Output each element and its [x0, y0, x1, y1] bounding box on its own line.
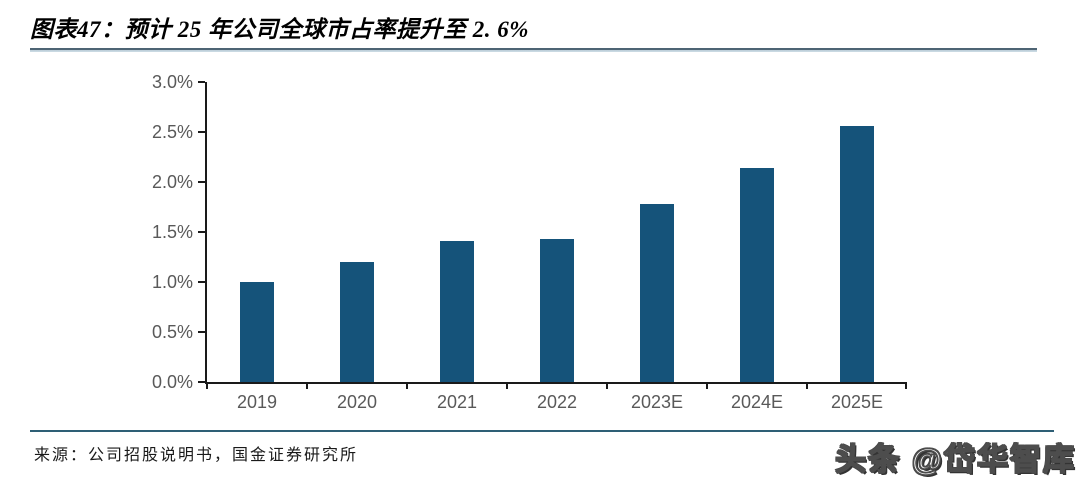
x-axis-tick — [905, 382, 907, 389]
y-axis-tick-label: 1.5% — [151, 222, 193, 242]
y-axis-tick-label: 1.0% — [151, 272, 193, 292]
y-axis-tick-label: 0.5% — [151, 322, 193, 342]
x-axis-category-label: 2020 — [336, 392, 378, 412]
footer-divider — [30, 430, 1054, 432]
x-axis-category-label: 2023E — [630, 392, 684, 412]
x-axis-category-label: 2025E — [830, 392, 884, 412]
y-axis-tick-label: 3.0% — [151, 72, 193, 92]
y-axis-tick — [198, 281, 205, 283]
y-axis-tick — [198, 181, 205, 183]
y-axis-tick — [198, 231, 205, 233]
bar-2020 — [340, 262, 374, 382]
x-axis-tick — [706, 382, 708, 389]
title-underline — [30, 48, 1037, 52]
bar-2023E — [640, 204, 674, 382]
figure-title: 图表47：预计 25 年公司全球市占率提升至 2. 6% — [30, 17, 529, 42]
bar-2024E — [740, 168, 774, 382]
y-axis-tick-label: 2.0% — [151, 172, 193, 192]
bar-2025E — [840, 126, 874, 382]
x-axis-category-label: 2024E — [730, 392, 784, 412]
x-axis-tick — [306, 382, 308, 389]
x-axis-category-label: 2019 — [236, 392, 278, 412]
bar-2021 — [440, 241, 474, 382]
bar-chart-plot-area: 0.0% 0.5% 1.0% 1.5% 2.0% 2.5% 3.0% 2019 2020 2021… — [152, 72, 907, 412]
x-axis-tick — [506, 382, 508, 389]
x-axis-tick — [406, 382, 408, 389]
source-note: 来源：公司招股说明书，国金证券研究所 — [34, 447, 359, 464]
watermark: 头条 @岱华智库 — [834, 441, 1076, 478]
x-axis-tick — [606, 382, 608, 389]
y-axis-tick — [198, 381, 205, 383]
bar-2019 — [240, 282, 274, 382]
y-axis-tick-label: 0.0% — [151, 372, 193, 392]
x-axis-category-label: 2022 — [536, 392, 578, 412]
x-axis-category-label: 2021 — [436, 392, 478, 412]
y-axis-tick — [198, 331, 205, 333]
y-axis-tick — [198, 81, 205, 83]
y-axis-tick — [198, 131, 205, 133]
x-axis-tick — [806, 382, 808, 389]
y-axis-tick-label: 2.5% — [151, 122, 193, 142]
bar-2022 — [540, 239, 574, 382]
x-axis-tick — [206, 382, 208, 389]
